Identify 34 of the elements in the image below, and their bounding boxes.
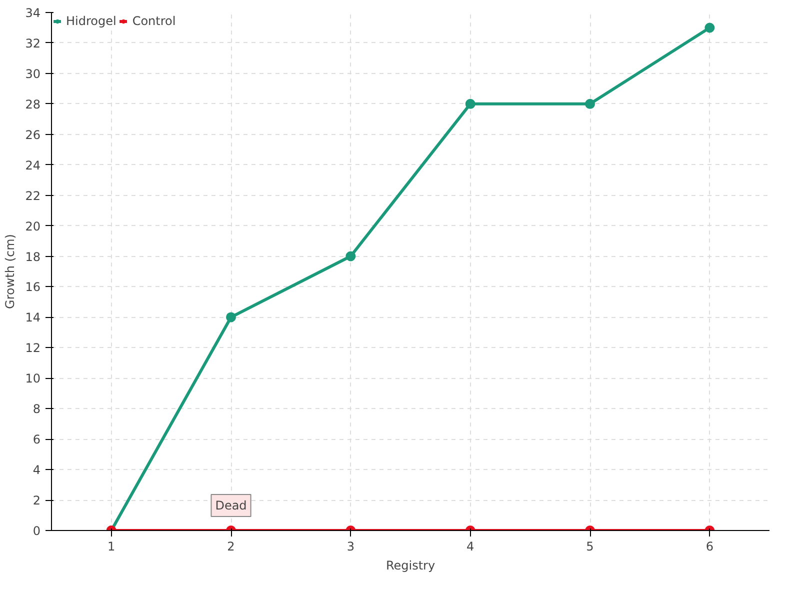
y-tick-label: 34 xyxy=(25,6,41,20)
x-tick-label: 6 xyxy=(706,540,714,554)
y-tick-label: 2 xyxy=(32,494,41,508)
y-tick-label: 12 xyxy=(25,341,41,356)
x-axis-title: Registry xyxy=(386,558,436,572)
y-axis-title: Growth (cm) xyxy=(3,234,18,309)
y-tick-label: 0 xyxy=(32,524,41,538)
x-tick-label: 3 xyxy=(346,540,354,554)
point xyxy=(704,22,715,33)
y-tick-label: 14 xyxy=(25,310,41,325)
y-tick-label: 8 xyxy=(32,402,41,416)
annotation: Dead xyxy=(215,498,247,512)
y-tick-label: 28 xyxy=(25,97,41,112)
y-tick-label: 24 xyxy=(25,158,41,172)
y-tick-label: 10 xyxy=(25,372,41,386)
x-tick-label: 4 xyxy=(466,540,474,554)
y-tick-label: 18 xyxy=(25,250,41,264)
y-tick-label: 20 xyxy=(25,219,41,234)
y-tick-label: 6 xyxy=(32,432,41,447)
y-tick-label: 26 xyxy=(25,128,41,142)
y-tick-label: 16 xyxy=(25,280,41,294)
x-tick-label: 5 xyxy=(586,540,594,554)
y-tick-label: 30 xyxy=(25,66,41,81)
legend-label: Control xyxy=(132,14,176,28)
point xyxy=(585,98,595,109)
y-tick-label: 22 xyxy=(25,188,41,203)
point xyxy=(465,98,476,109)
y-tick-label: 32 xyxy=(25,36,41,50)
x-tick-label: 2 xyxy=(227,540,235,554)
point xyxy=(346,251,356,262)
y-tick-label: 4 xyxy=(32,463,41,478)
legend-label: Hidrogel xyxy=(66,14,116,28)
point xyxy=(226,312,236,322)
x-tick-label: 1 xyxy=(108,540,116,554)
